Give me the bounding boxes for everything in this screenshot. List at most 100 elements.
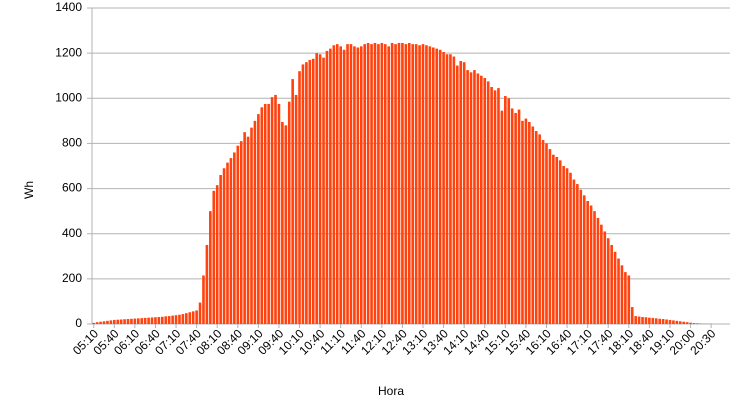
bar <box>171 315 174 324</box>
bar <box>425 45 428 324</box>
bar <box>222 168 226 324</box>
bar <box>212 190 216 324</box>
bar <box>672 320 675 324</box>
bar <box>696 323 699 324</box>
bar <box>363 44 366 324</box>
bar <box>579 189 583 324</box>
bar <box>315 53 318 325</box>
bar <box>332 45 336 324</box>
bar <box>404 44 408 324</box>
bar <box>555 156 559 324</box>
bar <box>387 46 391 324</box>
bar <box>102 321 106 324</box>
bar <box>531 126 535 324</box>
bar <box>624 272 627 324</box>
bar <box>661 319 665 324</box>
bar <box>548 149 552 324</box>
bar <box>373 42 377 324</box>
bar <box>620 265 624 324</box>
bar <box>377 44 380 324</box>
bar <box>565 168 569 324</box>
bar <box>202 275 205 324</box>
bar <box>483 77 487 324</box>
bar <box>147 317 150 324</box>
bar <box>572 179 576 324</box>
bar <box>137 318 140 324</box>
bar <box>397 42 401 324</box>
bar <box>284 125 288 324</box>
bar <box>233 152 236 324</box>
bar <box>603 231 607 324</box>
bar <box>164 316 168 324</box>
y-tick-label: 600 <box>62 181 82 195</box>
bar <box>205 245 209 324</box>
bar <box>469 72 473 324</box>
y-tick-label: 400 <box>62 226 82 240</box>
bar <box>613 251 617 324</box>
bar <box>329 48 332 324</box>
bar <box>586 200 589 324</box>
bar <box>167 316 171 324</box>
bar <box>229 158 233 324</box>
bar <box>630 307 634 324</box>
bar <box>456 65 459 325</box>
bar <box>226 162 229 324</box>
bar <box>473 70 476 324</box>
bar <box>685 322 689 324</box>
bar <box>99 321 102 324</box>
bar <box>459 61 463 325</box>
bar <box>359 46 363 324</box>
bar <box>380 42 384 324</box>
bar <box>353 46 356 324</box>
bar <box>507 98 511 325</box>
bar <box>109 320 113 324</box>
bar <box>161 316 164 324</box>
bar <box>668 319 672 324</box>
bar <box>538 134 541 324</box>
bar <box>521 120 524 324</box>
bar <box>442 52 445 325</box>
bar <box>335 44 339 324</box>
bar <box>301 64 305 324</box>
bar <box>253 120 257 324</box>
y-tick-label: 1000 <box>55 90 82 104</box>
bar <box>689 322 692 324</box>
bar <box>407 42 411 324</box>
bar <box>401 42 404 324</box>
bar <box>174 315 178 324</box>
bar <box>356 47 360 324</box>
bar <box>178 314 181 324</box>
bar <box>665 319 668 324</box>
bar <box>627 275 631 324</box>
bar <box>322 57 325 325</box>
bar <box>219 175 222 324</box>
bar <box>606 238 610 324</box>
bar <box>558 160 562 324</box>
bar <box>528 121 531 324</box>
bar <box>418 45 421 324</box>
bar <box>576 184 579 324</box>
bar <box>390 42 394 324</box>
bar <box>648 317 651 324</box>
bar <box>181 314 185 324</box>
bar <box>339 46 342 324</box>
bar <box>524 118 528 324</box>
bar <box>123 319 126 324</box>
bar <box>277 103 281 324</box>
bar <box>311 58 315 325</box>
bar <box>291 79 294 324</box>
y-tick-label: 0 <box>75 316 82 330</box>
bar <box>552 154 555 324</box>
bar <box>596 217 600 324</box>
bar <box>366 42 370 324</box>
y-axis-label: Wh <box>22 181 36 199</box>
bar <box>370 44 373 324</box>
bar <box>126 319 130 324</box>
bar <box>428 46 432 324</box>
bar <box>658 318 661 324</box>
bar <box>589 205 593 324</box>
bar <box>541 140 545 324</box>
bar <box>569 172 572 324</box>
bar <box>445 54 449 325</box>
